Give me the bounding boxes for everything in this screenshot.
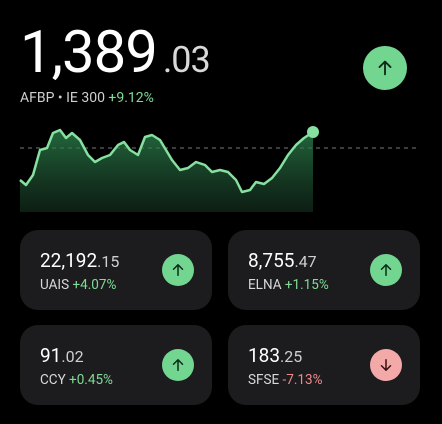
price-main: 1,389 — [20, 19, 158, 87]
arrow-icon — [378, 60, 392, 76]
price-decimal: .25 — [280, 347, 303, 366]
price-main: 183 — [248, 344, 281, 367]
price-main: 91 — [40, 344, 62, 367]
price-decimal: .15 — [97, 252, 120, 271]
trend-icon — [370, 349, 402, 381]
ticker-line: CCY +0.45% — [40, 372, 113, 388]
change: +9.12% — [108, 90, 154, 106]
ticker: SFSE — [248, 372, 280, 388]
arrow-icon — [172, 264, 184, 276]
change: +1.15% — [284, 277, 329, 293]
arrow-icon — [380, 359, 392, 371]
ticker: CCY — [40, 372, 66, 388]
arrow-icon — [172, 359, 184, 371]
price: 91.02 — [40, 344, 84, 367]
price: 8,755.47 — [248, 249, 317, 272]
ticker-line: ELNA +1.15% — [248, 277, 329, 293]
line — [19, 128, 314, 194]
price-main: 22,192 — [40, 249, 98, 272]
trend-icon — [162, 349, 194, 381]
change: +0.45% — [69, 372, 113, 388]
price: 22,192.15 — [40, 249, 119, 272]
change: +4.07% — [72, 277, 117, 293]
end-dot — [307, 126, 319, 138]
trend-icon — [370, 254, 402, 286]
area — [20, 130, 313, 212]
price-main: 8,755 — [248, 249, 295, 272]
price: 183.25 — [248, 344, 302, 367]
ticker: AFBP • IE 300 — [20, 90, 105, 106]
ticker-line: UAIS +4.07% — [40, 277, 116, 293]
price-decimal: .03 — [162, 39, 211, 81]
stock-card[interactable]: 183.25 SFSE -7.13% — [228, 325, 420, 405]
stock-card[interactable]: 8,755.47 ELNA +1.15% — [228, 230, 420, 310]
stock-card[interactable]: 91.02 CCY +0.45% — [20, 325, 212, 405]
stock-card[interactable]: 22,192.15 UAIS +4.07% — [20, 230, 212, 310]
price-decimal: .47 — [294, 252, 317, 271]
ticker: ELNA — [248, 277, 282, 293]
change: -7.13% — [282, 372, 323, 388]
subtitle: AFBP • IE 300 +9.12% — [20, 90, 154, 106]
main-price: 1,389.03 — [20, 19, 211, 91]
trend-icon — [162, 254, 194, 286]
ticker-line: SFSE -7.13% — [248, 372, 322, 388]
ticker: UAIS — [40, 277, 70, 293]
price-decimal: .02 — [61, 347, 84, 366]
trend-button[interactable] — [363, 46, 407, 90]
arrow-icon — [380, 264, 392, 276]
sparkline — [19, 126, 420, 212]
